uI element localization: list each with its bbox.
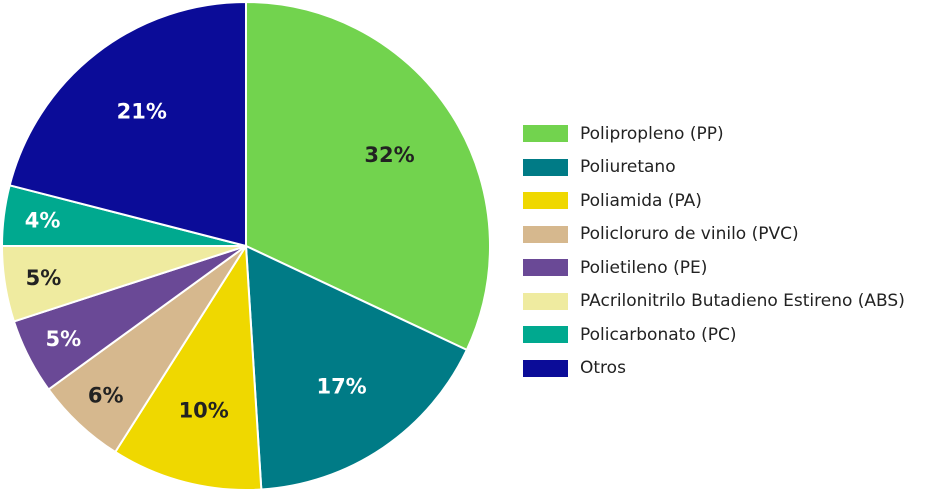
legend-item: Poliuretano: [523, 151, 905, 185]
legend-item: PAcrilonitrilo Butadieno Estireno (ABS): [523, 285, 905, 319]
legend-swatch: [523, 192, 568, 210]
legend-swatch: [523, 292, 568, 310]
legend-swatch: [523, 225, 568, 243]
legend-swatch: [523, 359, 568, 377]
legend-label: Polietileno (PE): [580, 257, 708, 278]
slice-data-label: 5%: [45, 327, 81, 351]
pie-slice-2: [245, 245, 468, 491]
slice-data-label: 21%: [117, 100, 167, 124]
legend-label: Policarbonato (PC): [580, 324, 737, 345]
legend-label: Otros: [580, 358, 626, 379]
legend-label: Policloruro de vinilo (PVC): [580, 224, 799, 245]
slice-data-label: 5%: [26, 266, 62, 290]
legend-item: Polietileno (PE): [523, 251, 905, 285]
pie-slice-3: [114, 245, 263, 491]
legend-label: PAcrilonitrilo Butadieno Estireno (ABS): [580, 291, 905, 312]
pie-slice-8: [8, 1, 247, 247]
legend-swatch: [523, 326, 568, 344]
legend-swatch: [523, 259, 568, 277]
legend-label: Poliamida (PA): [580, 190, 702, 211]
slice-data-label: 10%: [179, 399, 229, 423]
legend-label: Polipropleno (PP): [580, 123, 724, 144]
legend-item: Poliamida (PA): [523, 184, 905, 218]
legend-item: Otros: [523, 352, 905, 386]
legend-swatch: [523, 125, 568, 143]
chart-legend: Polipropleno (PP) Poliuretano Poliamida (P…: [523, 117, 905, 385]
slice-data-label: 6%: [88, 383, 124, 407]
legend-item: Policarbonato (PC): [523, 318, 905, 352]
slice-data-label: 17%: [316, 375, 366, 399]
pie-slice-1: [245, 1, 491, 351]
slice-data-label: 4%: [25, 208, 61, 232]
legend-swatch: [523, 158, 568, 176]
legend-label: Poliuretano: [580, 157, 676, 178]
slice-data-label: 32%: [364, 143, 414, 167]
legend-item: Polipropleno (PP): [523, 117, 905, 151]
legend-item: Policloruro de vinilo (PVC): [523, 218, 905, 252]
